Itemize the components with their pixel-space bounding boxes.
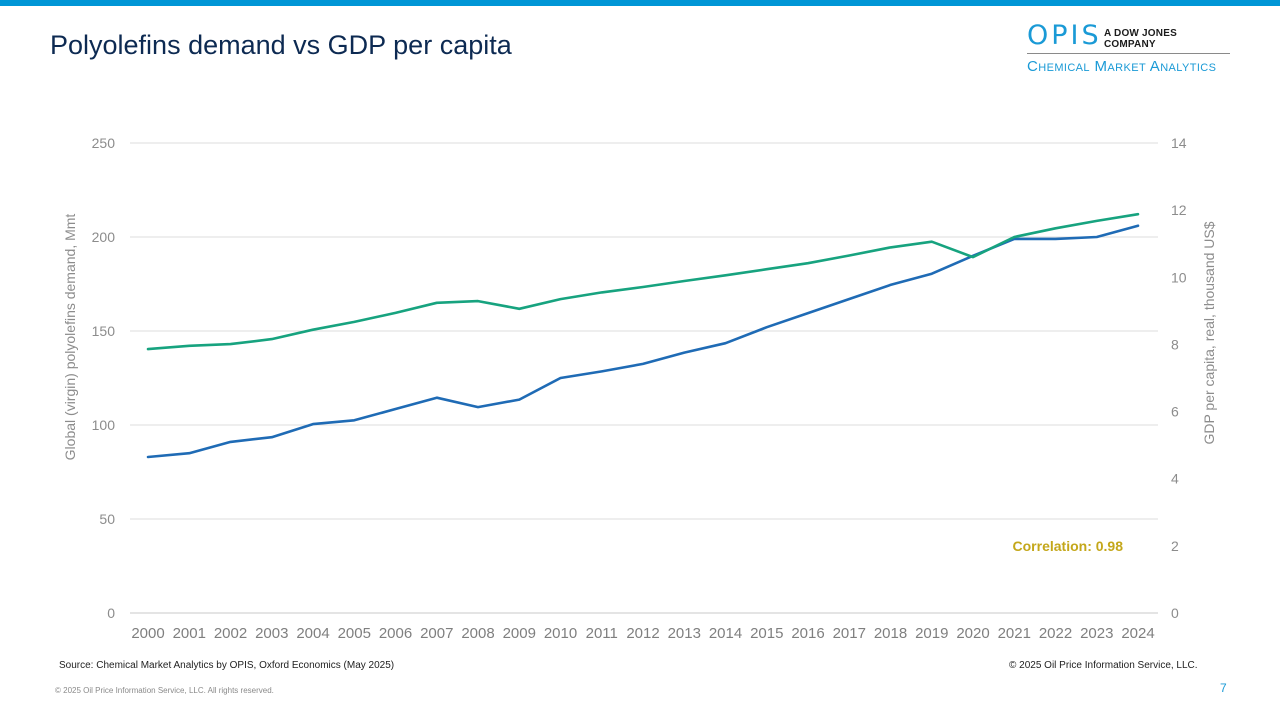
y-right-tick-label: 4 xyxy=(1171,471,1179,487)
x-tick-label: 2024 xyxy=(1121,625,1154,642)
y-right-tick-label: 12 xyxy=(1171,202,1187,218)
top-accent-bar xyxy=(0,0,1280,6)
copyright-right: © 2025 Oil Price Information Service, LL… xyxy=(1009,660,1198,671)
x-tick-label: 2015 xyxy=(750,625,783,642)
x-tick-label: 2014 xyxy=(709,625,742,642)
series-line-gdp-per-capita xyxy=(146,212,1140,351)
logo-divider xyxy=(1027,53,1230,54)
correlation-annotation: Correlation: 0.98 xyxy=(1013,538,1124,554)
logo-division: Chemical Market Analytics xyxy=(1027,58,1217,75)
x-tick-label: 2023 xyxy=(1080,625,1113,642)
source-note: Source: Chemical Market Analytics by OPI… xyxy=(59,660,395,671)
logo-tagline: A DOW JONES COMPANY xyxy=(1104,28,1177,50)
x-tick-label: 2008 xyxy=(461,625,494,642)
y-left-tick-label: 250 xyxy=(92,135,116,151)
y-right-axis-title: GDP per capita, real, thousand US$ xyxy=(1201,221,1217,444)
y-left-tick-label: 200 xyxy=(92,229,116,245)
y-right-tick-label: 2 xyxy=(1171,538,1179,554)
x-tick-label: 2010 xyxy=(544,625,577,642)
x-tick-label: 2020 xyxy=(956,625,989,642)
copyright-footer: © 2025 Oil Price Information Service, LL… xyxy=(55,686,274,695)
x-tick-label: 2019 xyxy=(915,625,948,642)
y-left-tick-label: 0 xyxy=(107,605,115,621)
x-tick-label: 2011 xyxy=(586,625,618,642)
x-tick-label: 2012 xyxy=(626,625,659,642)
x-tick-label: 2016 xyxy=(791,625,824,642)
y-left-tick-label: 100 xyxy=(92,417,116,433)
x-tick-label: 2004 xyxy=(296,625,329,642)
series-line-polyolefins-demand xyxy=(146,224,1140,459)
y-left-tick-label: 150 xyxy=(92,323,116,339)
y-left-tick-label: 50 xyxy=(99,511,115,527)
opis-logo: OPIS A DOW JONES COMPANY Chemical Market… xyxy=(1027,20,1230,80)
x-tick-label: 2002 xyxy=(214,625,247,642)
y-right-tick-label: 8 xyxy=(1171,336,1179,352)
x-tick-label: 2007 xyxy=(420,625,453,642)
y-right-tick-label: 6 xyxy=(1171,404,1179,420)
x-tick-label: 2021 xyxy=(998,625,1031,642)
y-right-tick-label: 10 xyxy=(1171,269,1187,285)
x-tick-label: 2003 xyxy=(255,625,288,642)
logo-brand: OPIS xyxy=(1027,20,1102,51)
y-left-axis-title: Global (virgin) polyolefins demand, Mmt xyxy=(62,214,78,461)
x-tick-label: 2017 xyxy=(833,625,866,642)
x-tick-label: 2000 xyxy=(131,625,164,642)
y-right-tick-label: 14 xyxy=(1171,135,1187,151)
x-tick-label: 2001 xyxy=(173,625,206,642)
x-tick-label: 2005 xyxy=(338,625,371,642)
x-tick-label: 2006 xyxy=(379,625,412,642)
x-tick-label: 2018 xyxy=(874,625,907,642)
x-tick-label: 2022 xyxy=(1039,625,1072,642)
x-tick-label: 2009 xyxy=(503,625,536,642)
page-number: 7 xyxy=(1220,681,1227,695)
y-right-tick-label: 0 xyxy=(1171,605,1179,621)
slide-title: Polyolefins demand vs GDP per capita xyxy=(50,30,512,60)
x-tick-label: 2013 xyxy=(668,625,701,642)
